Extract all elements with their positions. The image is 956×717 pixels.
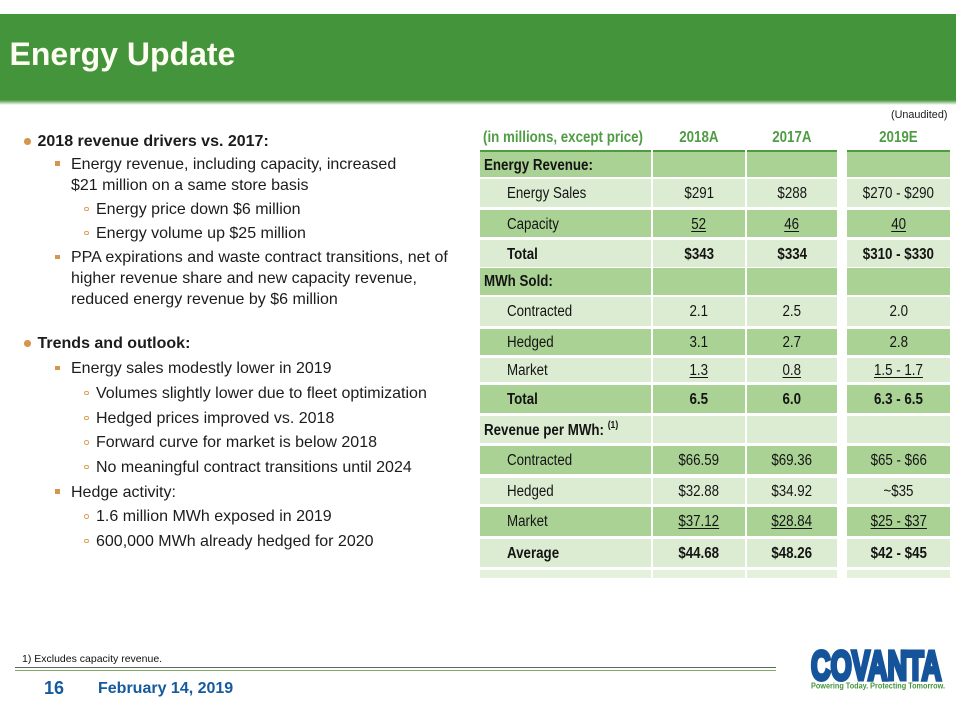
svg-text:Powering Today. Protecting Tom: Powering Today. Protecting Tomorrow. (811, 682, 945, 691)
svg-text:COVANTA: COVANTA (811, 644, 941, 689)
